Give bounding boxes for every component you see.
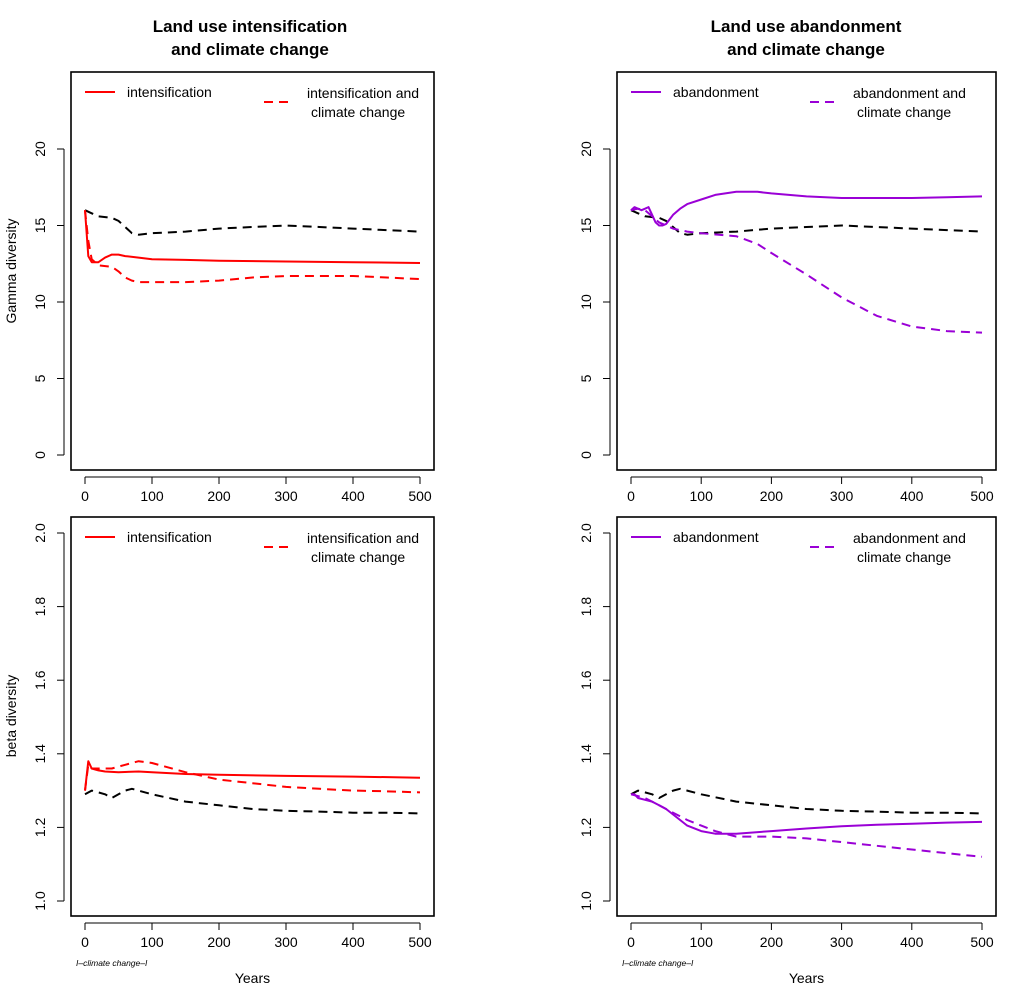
x-tick-label: 300 [830,934,854,950]
x-tick-label: 400 [341,488,365,504]
y-tick-label: 5 [578,374,594,382]
y-tick-label: 1.6 [32,670,48,690]
x-tick-label: 200 [207,488,231,504]
x-tick-label: 400 [900,488,924,504]
x-tick-label: 200 [760,488,784,504]
chart-title-line-1: Land use intensification [153,17,348,36]
x-tick-label: 0 [627,934,635,950]
x-tick-label: 500 [408,934,432,950]
y-tick-label: 10 [32,294,48,310]
legend-label-dashed-line-2: climate change [311,549,405,565]
x-tick-label: 0 [81,488,89,504]
y-tick-label: 20 [32,141,48,157]
legend-label-solid: abandonment [673,529,759,545]
series-line-solid [630,190,983,227]
x-tick-label: 300 [274,488,298,504]
series-group [630,787,983,858]
y-tick-label: 1.6 [578,670,594,690]
series-group [84,760,421,815]
x-tick-label: 200 [760,934,784,950]
x-tick-label: 400 [900,934,924,950]
x-tick-label: 300 [830,488,854,504]
panel-3: beta diversity Years 0 100 200 300 400 500 1.0 1.… [3,516,435,985]
chart-title-line-2: and climate change [171,40,329,59]
panel-4: Years 0 100 200 300 400 500 1.0 1.2 1.4 1.6 1.8 2.0 a… [578,516,997,985]
y-tick-label: 2.0 [578,523,594,543]
y-tick-label: 1.8 [578,597,594,617]
legend-label-dashed-line-1: intensification and [307,85,419,101]
series-line-reference [84,209,421,236]
y-axis-label: beta diversity [3,675,19,757]
y-tick-label: 5 [32,374,48,382]
x-tick-label: 0 [627,488,635,504]
x-tick-label: 200 [207,934,231,950]
y-tick-label: 1.2 [578,817,594,837]
climate-change-annotation: I–climate change–I [76,958,148,968]
y-tick-label: 20 [578,141,594,157]
legend-label-dashed-line-1: abandonment and [853,85,966,101]
x-tick-label: 300 [274,934,298,950]
panel-1: Land use intensification and climate chan… [3,17,435,504]
legend-label-solid: abandonment [673,84,759,100]
x-tick-label: 500 [970,488,994,504]
x-tick-label: 500 [970,934,994,950]
y-tick-label: 1.0 [578,891,594,911]
series-line-reference [84,787,421,815]
y-axis-label: Gamma diversity [3,218,19,323]
y-tick-label: 0 [32,451,48,459]
x-axis-label: Years [789,970,824,985]
legend-label-dashed-line-2: climate change [857,549,951,565]
legend-label-dashed-line-2: climate change [311,104,405,120]
series-group [84,209,421,284]
chart-title-line-2: and climate change [727,40,885,59]
plot-frame [70,516,435,917]
plot-frame [616,516,997,917]
plot-frame [70,71,435,471]
chart-title-line-1: Land use abandonment [711,17,902,36]
legend-label-solid: intensification [127,84,212,100]
y-tick-label: 2.0 [32,523,48,543]
x-tick-label: 100 [140,934,164,950]
x-tick-label: 0 [81,934,89,950]
series-line-reference [630,209,983,236]
legend-label-solid: intensification [127,529,212,545]
x-tick-label: 100 [690,934,714,950]
x-tick-label: 500 [408,488,432,504]
x-axis-label: Years [235,970,270,985]
series-line-dashed [84,210,421,284]
series-line-solid [84,760,421,791]
series-line-dashed [630,207,983,334]
y-tick-label: 1.4 [32,744,48,764]
y-tick-label: 1.2 [32,817,48,837]
y-tick-label: 0 [578,451,594,459]
x-tick-label: 100 [140,488,164,504]
y-tick-label: 1.4 [578,744,594,764]
x-tick-label: 100 [690,488,714,504]
y-tick-label: 15 [578,218,594,234]
climate-change-annotation: I–climate change–I [622,958,694,968]
y-tick-label: 1.0 [32,891,48,911]
legend-label-dashed-line-2: climate change [857,104,951,120]
y-tick-label: 15 [32,218,48,234]
series-line-dashed [630,793,983,858]
y-tick-label: 10 [578,294,594,310]
legend-label-dashed-line-1: abandonment and [853,530,966,546]
panel-2: Land use abandonment and climate change 0 1… [578,17,997,504]
y-tick-label: 1.8 [32,597,48,617]
series-line-solid [84,210,421,264]
x-tick-label: 400 [341,934,365,950]
series-group [630,190,983,334]
series-line-reference [630,787,983,815]
series-line-solid [631,793,983,835]
legend-label-dashed-line-1: intensification and [307,530,419,546]
plot-frame [616,71,997,471]
